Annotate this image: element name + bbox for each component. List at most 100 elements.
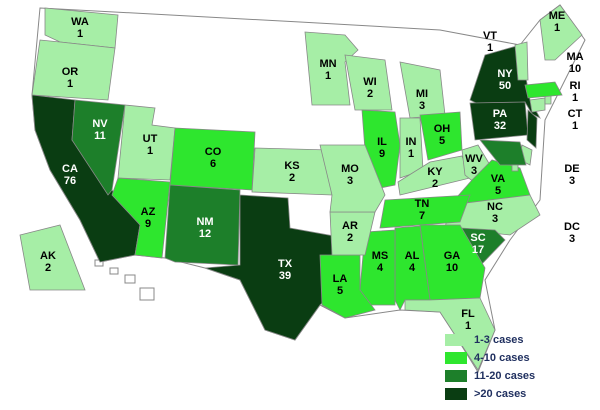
state-abbr: PA <box>493 108 508 120</box>
state-abbr: NV <box>92 118 108 130</box>
state-cases: 3 <box>347 175 353 187</box>
legend-swatch <box>445 334 467 346</box>
state-abbr: AL <box>405 250 420 262</box>
hawaii <box>94 259 155 301</box>
state-abbr: CO <box>205 146 222 158</box>
state-abbr: KS <box>284 160 299 172</box>
state <box>31 39 116 101</box>
state-cases: 1 <box>572 120 578 132</box>
state-abbr: SC <box>470 232 485 244</box>
state-cases: 1 <box>465 320 471 332</box>
state-cases: 2 <box>367 88 373 100</box>
state-cases: 4 <box>409 262 416 274</box>
state-abbr: MI <box>416 88 428 100</box>
state <box>524 81 563 99</box>
state-cases: 17 <box>566 205 578 217</box>
state <box>304 31 359 106</box>
state-cases: 9 <box>145 218 151 230</box>
state-abbr: IN <box>406 136 417 148</box>
state-abbr: DE <box>564 163 579 175</box>
state-abbr: WV <box>465 153 483 165</box>
state-cases: 1 <box>77 28 83 40</box>
state-cases: 50 <box>499 80 511 92</box>
state-abbr: UT <box>143 133 158 145</box>
state <box>19 224 86 291</box>
legend-swatch <box>445 388 467 400</box>
state-cases: 76 <box>64 175 76 187</box>
state-abbr: NY <box>497 68 513 80</box>
state-cases: 1 <box>325 70 331 82</box>
legend-swatch <box>445 352 467 364</box>
state <box>319 144 386 213</box>
state-abbr: AZ <box>141 206 156 218</box>
state-abbr: MA <box>566 51 583 63</box>
state <box>344 54 393 111</box>
state-abbr: TN <box>415 198 430 210</box>
state-cases: 2 <box>45 262 51 274</box>
state-abbr: IL <box>377 136 387 148</box>
legend-swatch <box>445 370 467 382</box>
state-cases: 1 <box>147 145 153 157</box>
state <box>529 97 546 113</box>
state <box>526 109 538 149</box>
state-cases: 3 <box>569 233 575 245</box>
state-abbr: VT <box>483 30 497 42</box>
state-cases: 9 <box>379 148 385 160</box>
state-cases: 2 <box>289 172 295 184</box>
state <box>379 194 471 229</box>
state-abbr: MS <box>372 250 389 262</box>
state-abbr: VA <box>491 173 506 185</box>
state-abbr: NC <box>487 201 503 213</box>
state-cases: 1 <box>408 148 414 160</box>
state-abbr: AK <box>40 250 56 262</box>
state-cases: 5 <box>495 185 501 197</box>
state-abbr: AR <box>342 220 358 232</box>
state-abbr: WA <box>71 16 89 28</box>
state <box>511 164 519 172</box>
state-cases: 3 <box>569 175 575 187</box>
state-abbr: FL <box>461 308 475 320</box>
state-abbr: RI <box>570 80 581 92</box>
state-abbr: TX <box>278 258 293 270</box>
state-cases: 4 <box>377 262 384 274</box>
state <box>479 139 527 166</box>
state <box>514 41 529 81</box>
state-cases: 2 <box>432 178 438 190</box>
state <box>71 99 126 196</box>
state-abbr: LA <box>333 273 348 285</box>
state-cases: 1 <box>554 22 560 34</box>
state-abbr: GA <box>444 250 461 262</box>
state-cases: 10 <box>569 63 581 75</box>
legend-label: 4-10 cases <box>474 352 530 364</box>
state-cases: 1 <box>487 42 493 54</box>
legend-label: 11-20 cases <box>474 370 535 382</box>
state-abbr: MD <box>563 193 580 205</box>
state-abbr: NM <box>196 216 213 228</box>
state-cases: 17 <box>472 244 484 256</box>
state-cases: 7 <box>419 210 425 222</box>
state <box>164 184 241 266</box>
state-cases: 5 <box>337 285 343 297</box>
state-abbr: CT <box>568 108 583 120</box>
state-abbr: NJ <box>569 136 583 148</box>
state-abbr: CA <box>62 163 78 175</box>
state-cases: 1 <box>572 92 578 104</box>
state <box>359 229 396 306</box>
legend-label: >20 cases <box>474 388 526 400</box>
state-cases: 5 <box>439 135 445 147</box>
state <box>444 194 541 236</box>
legend-label: 1-3 cases <box>474 334 524 346</box>
state-cases: 39 <box>279 270 291 282</box>
state-cases: 2 <box>347 232 353 244</box>
state-abbr: KY <box>427 166 443 178</box>
state-cases: 11 <box>94 130 106 142</box>
state-abbr: OR <box>62 66 79 78</box>
state-abbr: OH <box>434 123 451 135</box>
state-cases: 6 <box>210 158 216 170</box>
state-abbr: MO <box>341 163 359 175</box>
state-abbr: DC <box>564 221 580 233</box>
state-cases: 3 <box>492 213 498 225</box>
state <box>539 4 583 61</box>
state-cases: 10 <box>446 262 458 274</box>
